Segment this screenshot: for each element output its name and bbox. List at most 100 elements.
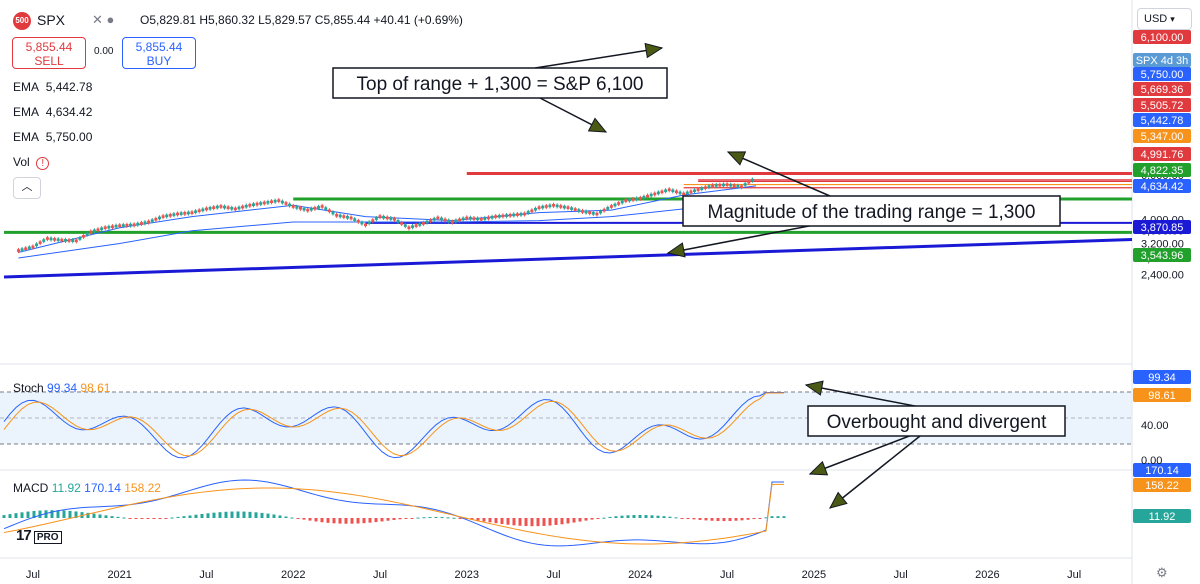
candle-body	[490, 215, 494, 219]
candle-body	[219, 205, 223, 208]
candle-body	[349, 216, 353, 220]
candle-body	[740, 185, 744, 188]
macd-histogram-bar	[56, 510, 60, 518]
macd-histogram-bar	[722, 518, 726, 522]
macd-histogram-bar	[452, 517, 456, 519]
candle-body	[425, 220, 429, 224]
candle-body	[465, 216, 469, 220]
candle-body	[693, 189, 697, 193]
arrow-mag-up-arrowhead	[726, 151, 747, 166]
ema-legend-3[interactable]: EMA 5,750.00	[13, 130, 93, 144]
macd-histogram-bar	[398, 518, 402, 520]
time-axis-tick: 2026	[975, 569, 999, 581]
vol-legend[interactable]: Vol !	[13, 155, 50, 170]
candle-body	[671, 189, 675, 193]
macd-legend[interactable]: MACD 11.92 170.14 158.22	[13, 481, 161, 495]
candle-body	[302, 207, 306, 211]
candle-body	[114, 224, 118, 228]
candle-body	[403, 224, 407, 227]
macd-histogram-bar	[776, 516, 780, 518]
price-tag-label: 4,991.76	[1141, 149, 1184, 161]
macd-tag-label: 170.14	[1145, 465, 1179, 477]
candle-body	[208, 207, 212, 210]
candle-body	[385, 216, 389, 220]
macd-signal-line	[3, 483, 784, 545]
arrow-top-arrowhead	[644, 42, 664, 59]
macd-histogram-bar	[674, 517, 678, 519]
annotation-top-range-box	[332, 67, 668, 99]
candle-body	[606, 207, 610, 210]
candle-body	[313, 207, 317, 210]
time-axis-tick: 2023	[455, 569, 479, 581]
candle-body	[432, 217, 436, 221]
candle-body	[259, 202, 263, 205]
candle-body	[541, 205, 545, 209]
macd-histogram-bar	[86, 512, 90, 518]
candle-body	[110, 225, 114, 229]
macd-histogram-bar	[482, 518, 486, 522]
candle-body	[172, 213, 176, 216]
candle-body	[638, 197, 642, 200]
macd-histogram-bar	[194, 514, 198, 518]
candle-body	[223, 205, 227, 209]
arrow-ob-up-arrowhead	[804, 380, 824, 396]
symbol-name[interactable]: SPX	[37, 12, 66, 28]
candle-body	[356, 220, 360, 223]
trendline	[3, 238, 1133, 279]
ema-legend-2[interactable]: EMA 4,634.42	[13, 105, 93, 119]
candle-body	[483, 217, 487, 220]
candle-body	[624, 199, 628, 202]
candle-body	[45, 237, 49, 240]
macd-histogram-bar	[164, 518, 168, 519]
candle-body	[284, 202, 288, 205]
annotation-magnitude-box	[682, 195, 1061, 227]
candle-body	[562, 205, 566, 209]
macd-histogram-bar	[434, 516, 438, 518]
candle-body	[429, 219, 433, 222]
annotation-magnitude-text: Magnitude of the trading range = 1,300	[708, 202, 1036, 223]
candle-body	[486, 216, 490, 220]
macd-histogram-bar	[212, 512, 216, 518]
candle-body	[743, 183, 747, 186]
macd-histogram-bar	[506, 518, 510, 525]
candle-body	[85, 232, 89, 236]
macd-tag	[1133, 463, 1191, 477]
candle-body	[309, 207, 313, 211]
candle-body	[635, 197, 639, 201]
buy-button[interactable]: 5,855.44 BUY	[122, 37, 196, 69]
currency-select[interactable]: USD ▾	[1137, 8, 1192, 30]
candle-body	[121, 224, 125, 227]
time-axis-tick: 2025	[802, 569, 826, 581]
time-axis-tick: Jul	[894, 569, 908, 581]
sell-button[interactable]: 5,855.44 SELL	[12, 37, 86, 69]
macd-histogram-bar	[356, 518, 360, 524]
macd-histogram-bar	[770, 516, 774, 518]
candle-body	[331, 211, 335, 215]
candle-body	[729, 183, 733, 187]
macd-histogram-bar	[98, 514, 102, 518]
stoch-legend[interactable]: Stoch 99.34 98.61	[13, 381, 111, 395]
ema-legend-1[interactable]: EMA 5,442.78	[13, 80, 93, 94]
chevron-up-icon[interactable]: ︿	[13, 177, 41, 199]
price-tag-label: 5,505.72	[1141, 100, 1184, 112]
candle-body	[656, 191, 660, 195]
price-tag-label: 5,750.00	[1141, 69, 1184, 81]
candle-body	[150, 219, 154, 222]
candle-body	[237, 206, 241, 210]
candle-body	[320, 205, 324, 208]
settings-gear-icon[interactable]: ⚙	[1156, 565, 1168, 580]
candle-body	[35, 243, 39, 247]
candle-body	[711, 184, 715, 187]
symbol-menu-icon[interactable]: ✕ ●	[92, 12, 115, 27]
macd-histogram-bar	[728, 518, 732, 521]
candle-body	[570, 207, 574, 210]
macd-histogram-bar	[668, 516, 672, 518]
candle-body	[129, 223, 133, 227]
candle-body	[747, 180, 751, 184]
macd-histogram-bar	[512, 518, 516, 526]
arrow-mag-down-arrowhead	[666, 242, 686, 258]
candle-body	[400, 222, 404, 225]
candle-body	[533, 207, 537, 211]
macd-histogram-bar	[302, 518, 306, 520]
